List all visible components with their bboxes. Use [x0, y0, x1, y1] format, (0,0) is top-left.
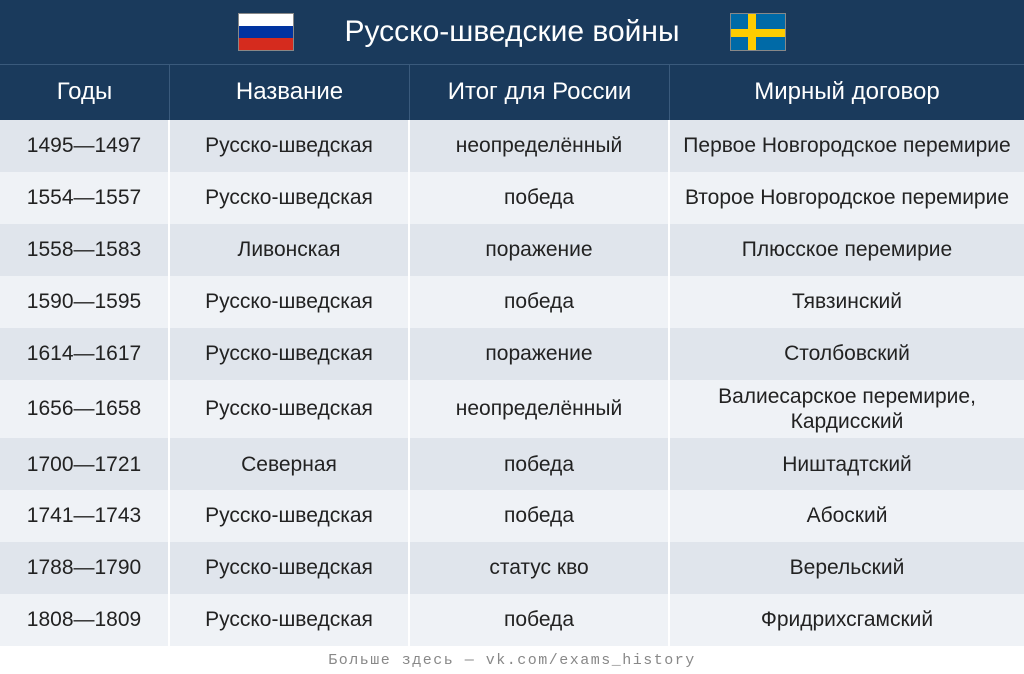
table-cell: Русско-шведская — [170, 380, 410, 438]
table-cell: 1808—1809 — [0, 594, 170, 646]
table-row: 1700—1721СевернаяпобедаНиштадтский — [0, 438, 1024, 490]
table-row: 1495—1497Русско-шведскаянеопределённыйПе… — [0, 120, 1024, 172]
table-cell: Первое Новгородское перемирие — [670, 120, 1024, 172]
table-cell: Абоский — [670, 490, 1024, 542]
table-cell: 1558—1583 — [0, 224, 170, 276]
table-cell: Верельский — [670, 542, 1024, 594]
table-cell: Плюсское перемирие — [670, 224, 1024, 276]
table-row: 1741—1743Русско-шведскаяпобедаАбоский — [0, 490, 1024, 542]
col-header-name: Название — [170, 65, 410, 120]
table-row: 1554—1557Русско-шведскаяпобедаВторое Нов… — [0, 172, 1024, 224]
table-row: 1590—1595Русско-шведскаяпобедаТявзинский — [0, 276, 1024, 328]
table-cell: Русско-шведская — [170, 172, 410, 224]
table-cell: Ништадтский — [670, 438, 1024, 490]
table-cell: 1614—1617 — [0, 328, 170, 380]
table-cell: Валиесарское перемирие, Кардисский — [670, 380, 1024, 438]
table-cell: 1788—1790 — [0, 542, 170, 594]
col-header-result: Итог для России — [410, 65, 670, 120]
table-cell: Северная — [170, 438, 410, 490]
table-cell: Второе Новгородское перемирие — [670, 172, 1024, 224]
table-row: 1656—1658Русско-шведскаянеопределённыйВа… — [0, 380, 1024, 438]
table-cell: 1590—1595 — [0, 276, 170, 328]
table-row: 1614—1617Русско-шведскаяпоражениеСтолбов… — [0, 328, 1024, 380]
table-cell: поражение — [410, 328, 670, 380]
table-cell: 1741—1743 — [0, 490, 170, 542]
table-cell: Ливонская — [170, 224, 410, 276]
table-row: 1558—1583ЛивонскаяпоражениеПлюсское пере… — [0, 224, 1024, 276]
table-row: 1788—1790Русско-шведскаястатус квоВерель… — [0, 542, 1024, 594]
table-cell: победа — [410, 438, 670, 490]
table-cell: 1554—1557 — [0, 172, 170, 224]
table-cell: Русско-шведская — [170, 120, 410, 172]
table-cell: неопределённый — [410, 120, 670, 172]
sweden-flag-icon — [730, 13, 786, 51]
table-cell: Русско-шведская — [170, 276, 410, 328]
table-cell: Тявзинский — [670, 276, 1024, 328]
table-cell: неопределённый — [410, 380, 670, 438]
table-cell: статус кво — [410, 542, 670, 594]
footer-credit: Больше здесь — vk.com/exams_history — [0, 646, 1024, 674]
table-cell: Столбовский — [670, 328, 1024, 380]
table-body: 1495—1497Русско-шведскаянеопределённыйПе… — [0, 120, 1024, 646]
table-cell: поражение — [410, 224, 670, 276]
table-cell: Русско-шведская — [170, 328, 410, 380]
table-cell: 1700—1721 — [0, 438, 170, 490]
page-title: Русско-шведские войны — [344, 15, 679, 49]
russia-flag-icon — [238, 13, 294, 51]
table-container: Русско-шведские войны Годы Название Итог… — [0, 0, 1024, 674]
table-cell: 1495—1497 — [0, 120, 170, 172]
table-cell: победа — [410, 594, 670, 646]
column-header-row: Годы Название Итог для России Мирный дог… — [0, 64, 1024, 120]
table-cell: Русско-шведская — [170, 594, 410, 646]
table-cell: 1656—1658 — [0, 380, 170, 438]
table-row: 1808—1809Русско-шведскаяпобедаФридрихсга… — [0, 594, 1024, 646]
table-cell: победа — [410, 276, 670, 328]
col-header-years: Годы — [0, 65, 170, 120]
table-cell: Русско-шведская — [170, 490, 410, 542]
table-cell: Фридрихсгамский — [670, 594, 1024, 646]
title-bar: Русско-шведские войны — [0, 0, 1024, 64]
table-cell: победа — [410, 490, 670, 542]
col-header-treaty: Мирный договор — [670, 65, 1024, 120]
table-cell: победа — [410, 172, 670, 224]
table-cell: Русско-шведская — [170, 542, 410, 594]
